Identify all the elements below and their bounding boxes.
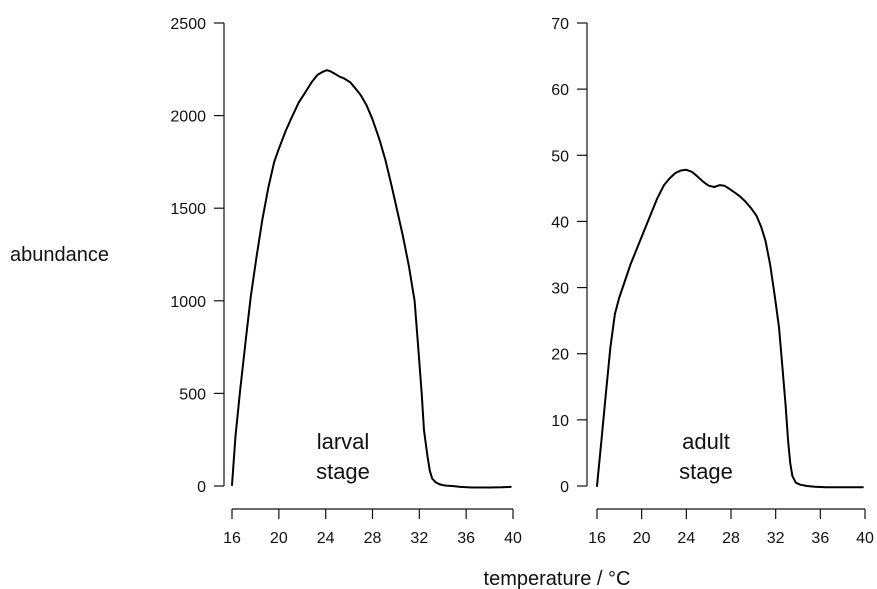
y-tick-label: 0 — [560, 479, 569, 496]
x-tick-label: 36 — [811, 530, 829, 547]
x-tick-label: 24 — [677, 530, 695, 547]
y-tick-label: 60 — [551, 82, 569, 99]
x-tick-label: 28 — [722, 530, 740, 547]
y-tick-label: 1000 — [170, 294, 206, 311]
y-tick-label: 0 — [197, 479, 206, 496]
y-tick-label: 10 — [551, 413, 569, 430]
abundance-curve — [596, 168, 864, 489]
x-tick-label: 16 — [223, 530, 241, 547]
larval-stage-panel: 0 500 1000 1500 2000 2500 16 20 24 28 32 36 40 larval… — [170, 16, 522, 547]
y-tick-label: 70 — [551, 16, 569, 33]
x-tick-label: 20 — [633, 530, 651, 547]
y-axis-label: abundance — [10, 244, 109, 266]
x-tick-label: 40 — [504, 530, 522, 547]
y-tick-label: 2000 — [170, 109, 206, 126]
y-tick-label: 2500 — [170, 16, 206, 33]
x-tick-label: 28 — [364, 530, 382, 547]
y-tick-label: 20 — [551, 347, 569, 364]
y-tick-label: 500 — [179, 386, 206, 403]
abundance-curve — [231, 69, 512, 489]
x-tick-label: 36 — [457, 530, 475, 547]
x-tick-label: 40 — [856, 530, 874, 547]
x-axis-label: temperature / °C — [484, 568, 631, 589]
y-tick-label: 30 — [551, 281, 569, 298]
stage-annotation: stage — [679, 459, 733, 484]
x-tick-label: 16 — [588, 530, 606, 547]
x-tick-label: 20 — [270, 530, 288, 547]
adult-stage-panel: 0 10 20 30 40 50 60 70 16 20 24 28 32 36 40 adult stage — [551, 16, 874, 547]
stage-annotation: adult — [682, 429, 730, 454]
stage-annotation: stage — [316, 459, 370, 484]
y-tick-label: 40 — [551, 214, 569, 231]
x-tick-label: 32 — [410, 530, 428, 547]
y-tick-label: 1500 — [170, 201, 206, 218]
x-tick-label: 24 — [317, 530, 335, 547]
y-tick-label: 50 — [551, 148, 569, 165]
stage-annotation: larval — [317, 429, 370, 454]
x-tick-label: 32 — [767, 530, 785, 547]
